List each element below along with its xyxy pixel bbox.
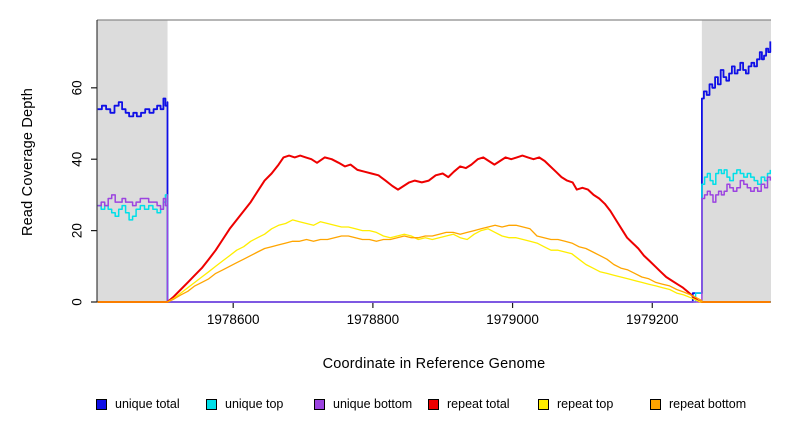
legend-label: unique top: [225, 397, 284, 411]
y-axis-title: Read Coverage Depth: [20, 87, 36, 237]
coverage-plot-canvas: 0 20 40 60 1978600 1978800 1979000 1979200: [70, 19, 772, 327]
legend: unique total unique top unique bottom re…: [0, 396, 792, 416]
legend-label: repeat top: [557, 397, 614, 411]
legend-label: unique total: [115, 397, 180, 411]
unique-bottom-swatch-icon: [314, 398, 325, 410]
x-tick-label: 1978600: [207, 312, 260, 327]
x-axis-title: Coordinate in Reference Genome: [322, 356, 546, 372]
legend-item-repeat-total: repeat total: [428, 396, 510, 412]
legend-item-unique-bottom: unique bottom: [314, 396, 412, 412]
unique-total-swatch-icon: [96, 398, 107, 410]
legend-item-unique-total: unique total: [96, 396, 180, 412]
repeat-bottom-swatch-icon: [650, 398, 661, 410]
series-repeat-total: [97, 154, 771, 303]
legend-label: repeat total: [447, 397, 510, 411]
unique-top-swatch-icon: [206, 398, 217, 410]
y-tick-label: 0: [70, 298, 85, 306]
legend-label: repeat bottom: [669, 397, 747, 411]
series-unique-bottom: [97, 176, 772, 303]
shaded-band: [97, 20, 168, 302]
legend-item-unique-top: unique top: [206, 396, 283, 412]
series-repeat-bottom: [97, 224, 771, 303]
y-tick-label: 40: [70, 152, 85, 167]
shaded-band: [701, 20, 771, 302]
x-tick-label: 1978800: [347, 312, 400, 327]
legend-label: unique bottom: [333, 397, 413, 411]
series-unique-total: [97, 41, 772, 303]
y-tick-label: 60: [70, 80, 85, 95]
y-tick-label: 20: [70, 223, 85, 238]
series-repeat-top: [97, 219, 771, 303]
repeat-total-swatch-icon: [428, 398, 439, 410]
x-tick-label: 1979000: [486, 312, 539, 327]
legend-item-repeat-top: repeat top: [538, 396, 613, 412]
legend-item-repeat-bottom: repeat bottom: [650, 396, 746, 412]
repeat-top-swatch-icon: [538, 398, 549, 410]
x-tick-label: 1979200: [626, 312, 679, 327]
